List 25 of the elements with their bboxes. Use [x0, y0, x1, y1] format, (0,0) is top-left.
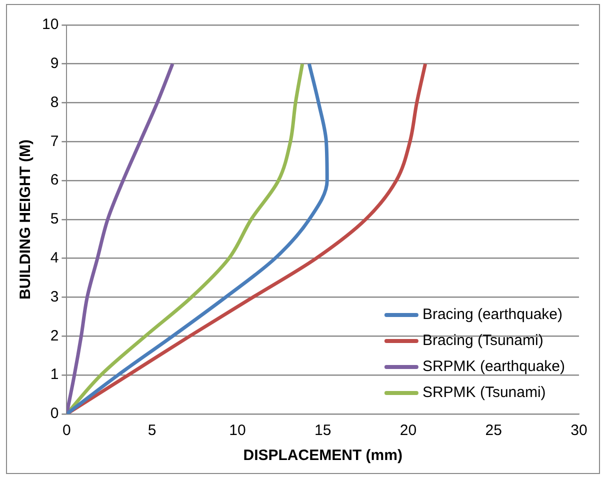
x-tick-label: 0 — [62, 422, 71, 440]
line-series — [66, 62, 174, 414]
y-tick-label: 7 — [50, 132, 59, 150]
y-tick-label: 10 — [42, 16, 59, 34]
x-tick-label: 5 — [148, 422, 156, 440]
y-tick-label: 4 — [50, 250, 59, 267]
legend-label: Bracing (earthquake) — [422, 306, 563, 324]
x-tick-label: 15 — [314, 422, 332, 440]
x-axis-title: DISPLACEMENT (mm) — [243, 447, 402, 464]
y-tick-label: 2 — [50, 327, 59, 344]
y-tick-label: 8 — [50, 94, 59, 111]
y-tick-label: 6 — [50, 172, 59, 189]
legend-label: SRPMK (Tsunami) — [422, 384, 546, 402]
x-tick-label: 30 — [570, 422, 588, 440]
x-tick-label: 20 — [400, 422, 417, 440]
legend-label: SRPMK (earthquake) — [422, 358, 566, 376]
y-tick-label: 5 — [50, 210, 59, 228]
y-axis-title: BUILDING HEIGHT (M) — [17, 140, 34, 300]
y-tick-label: 9 — [50, 55, 59, 72]
x-tick-label: 10 — [229, 422, 246, 440]
y-tick-label: 3 — [50, 288, 59, 306]
y-tick-label: 0 — [50, 405, 59, 422]
x-tick-label: 25 — [485, 422, 502, 440]
legend-label: Bracing (Tsunami) — [422, 332, 544, 350]
y-tick-label: 1 — [50, 366, 59, 384]
